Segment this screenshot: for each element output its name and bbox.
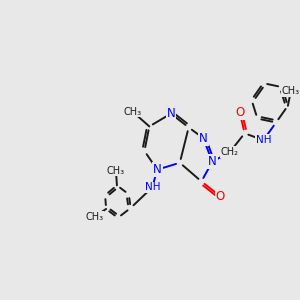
Text: O: O <box>215 190 225 203</box>
Text: N: N <box>199 132 208 145</box>
Text: O: O <box>235 106 244 119</box>
Text: CH₃: CH₃ <box>124 107 142 117</box>
Text: N: N <box>153 163 162 176</box>
Text: N: N <box>167 107 175 120</box>
Text: NH: NH <box>145 182 160 192</box>
Text: CH₂: CH₂ <box>221 147 239 157</box>
Text: CH₃: CH₃ <box>282 86 300 96</box>
Text: NH: NH <box>256 135 271 145</box>
Text: CH₃: CH₃ <box>107 166 125 176</box>
Text: CH₃: CH₃ <box>85 212 103 222</box>
Text: N: N <box>208 155 217 168</box>
